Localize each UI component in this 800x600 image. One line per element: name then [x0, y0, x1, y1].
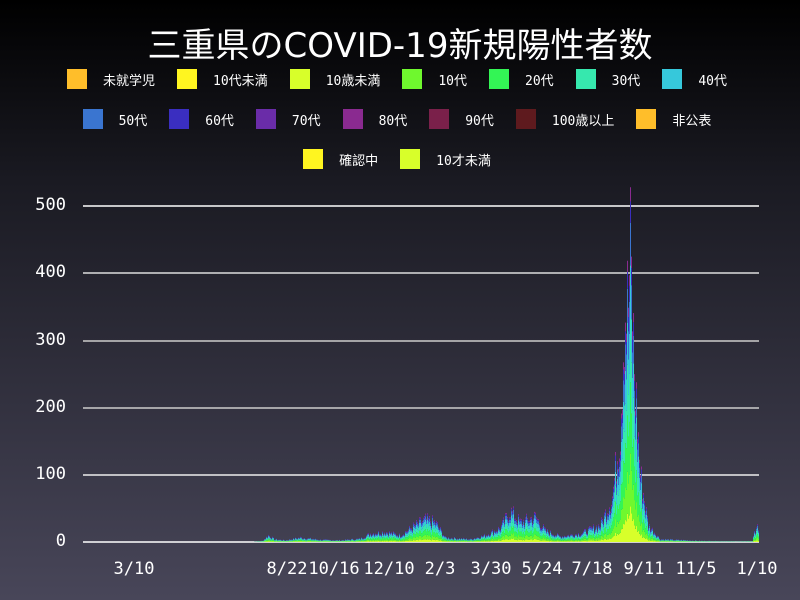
y-tick-label: 300: [35, 330, 66, 350]
legend-swatch: [342, 109, 363, 129]
gridlines: [83, 205, 759, 543]
legend-item[interactable]: 10歳未満: [289, 69, 387, 89]
y-tick-label: 100: [35, 464, 66, 484]
legend-swatch: [67, 69, 88, 89]
stacked-bars: [254, 187, 759, 542]
legend-item[interactable]: 50代: [82, 109, 154, 129]
x-tick-label: 3/30: [470, 559, 512, 579]
x-tick-label: 9/11: [623, 559, 665, 579]
legend-swatch: [489, 69, 509, 89]
x-tick-label: 2/3: [424, 559, 456, 579]
legend-item[interactable]: 80代: [342, 109, 414, 129]
legend-swatch: [515, 109, 536, 129]
y-tick-label: 0: [55, 531, 66, 551]
x-tick-label: 3/10: [113, 559, 155, 579]
legend-swatch: [636, 109, 657, 129]
legend-item[interactable]: 20代: [489, 69, 560, 89]
legend-swatch: [82, 109, 103, 129]
legend-item[interactable]: 30代: [575, 69, 647, 89]
legend-item[interactable]: 10代未満: [177, 69, 274, 89]
x-tick-label: 8/22: [266, 559, 308, 579]
legend-swatch: [402, 69, 423, 89]
legend-row-1: 未就学児 10代未満 10歳未満 10代 20代 30代 40代: [0, 69, 800, 89]
legend-item[interactable]: 60代: [169, 109, 240, 129]
legend-swatch: [303, 149, 324, 169]
legend-item[interactable]: 10代: [402, 69, 473, 89]
legend-item[interactable]: 40代: [662, 69, 733, 89]
x-tick-label: 11/5: [675, 559, 717, 579]
legend-row-3: 確認中 10才未満: [0, 149, 800, 169]
legend-item[interactable]: 10才未満: [400, 149, 497, 169]
x-tick-label: 1/10: [736, 559, 778, 579]
y-tick-label: 400: [35, 262, 66, 282]
legend-swatch: [429, 109, 450, 129]
y-tick-label: 200: [35, 397, 66, 417]
legend-item[interactable]: 確認中: [303, 149, 384, 169]
legend-swatch: [575, 69, 596, 89]
legend-swatch: [169, 109, 190, 129]
x-tick-label: 7/18: [571, 559, 613, 579]
x-tick-label: 5/24: [521, 559, 563, 579]
x-tick-label: 12/10: [363, 559, 415, 579]
legend-item[interactable]: 非公表: [636, 109, 717, 129]
legend-row-2: 50代 60代 70代 80代 90代 100歳以上 非公表: [0, 109, 800, 129]
legend-swatch: [662, 69, 683, 89]
y-tick-label: 500: [35, 195, 66, 215]
legend-swatch: [400, 149, 421, 169]
legend-item[interactable]: 100歳以上: [515, 109, 620, 129]
legend-swatch: [177, 69, 198, 89]
legend-swatch: [289, 69, 310, 89]
x-tick-label: 10/16: [308, 559, 360, 579]
chart-title: 三重県のCOVID-19新規陽性者数: [147, 26, 653, 66]
legend-item[interactable]: 70代: [255, 109, 327, 129]
legend-swatch: [255, 109, 276, 129]
legend-item[interactable]: 未就学児: [67, 69, 161, 89]
legend-item[interactable]: 90代: [429, 109, 500, 129]
